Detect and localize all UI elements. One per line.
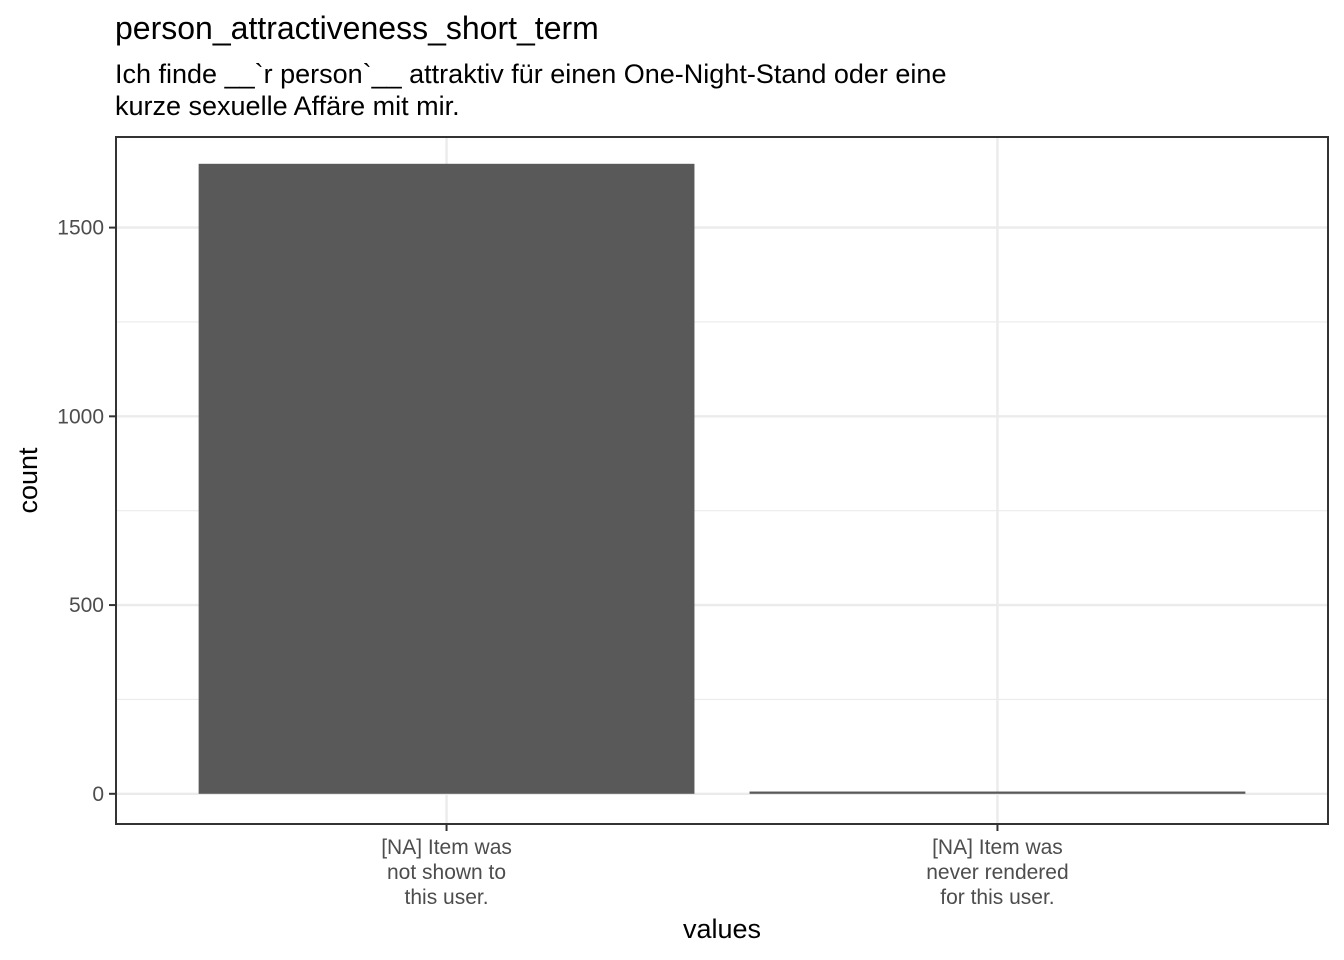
x-axis-title: values	[683, 914, 761, 944]
chart-title: person_attractiveness_short_term	[115, 10, 599, 46]
bar	[749, 791, 1246, 794]
y-axis: 0 500 1000 1500	[57, 217, 116, 806]
chart-subtitle: Ich finde __`r person`__ attraktiv für e…	[115, 59, 947, 121]
y-tick-label: 1500	[57, 217, 104, 240]
y-tick-label: 0	[92, 783, 104, 806]
bars	[198, 163, 1246, 794]
x-axis: [NA] Item was not shown to this user. [NA] …	[381, 824, 1069, 909]
panel-border	[115, 136, 1329, 825]
x-tick-label: [NA] Item was not shown to this user.	[381, 836, 512, 909]
bar	[198, 163, 695, 794]
y-tick-label: 1000	[57, 405, 104, 428]
y-axis-title: count	[13, 447, 43, 514]
y-tick-label: 500	[69, 594, 104, 617]
x-tick-label: [NA] Item was never rendered for this user…	[926, 836, 1068, 909]
